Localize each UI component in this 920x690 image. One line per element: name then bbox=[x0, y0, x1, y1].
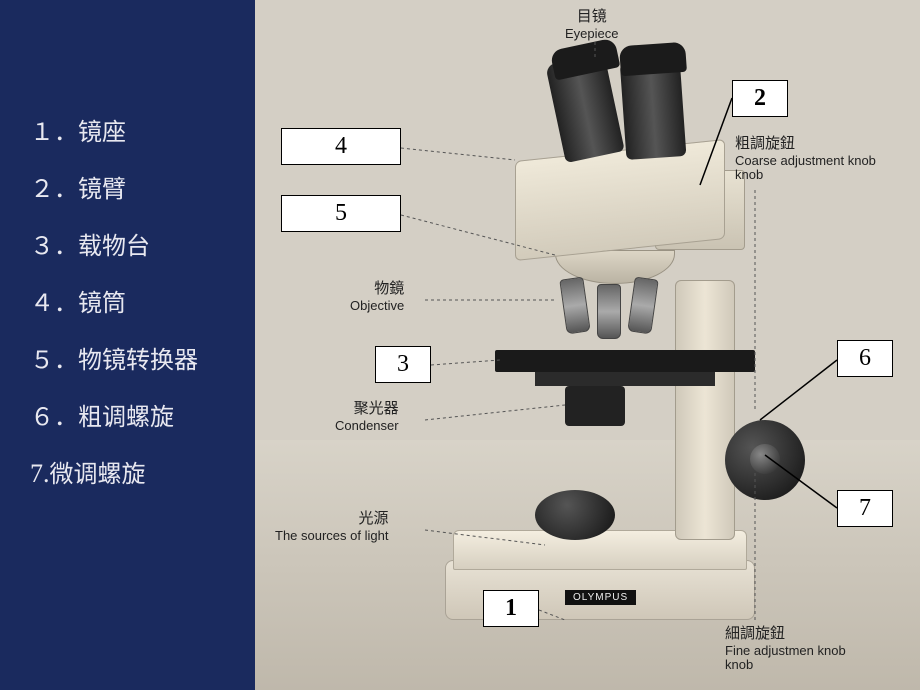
callout-1: 1 bbox=[483, 590, 539, 627]
objective-lens bbox=[597, 284, 621, 339]
light-knob bbox=[535, 490, 615, 540]
label-coarse: 粗調旋鈕 Coarse adjustment knob knob bbox=[735, 135, 876, 182]
legend-item-1: １．镜座 bbox=[30, 112, 198, 147]
brand-plate: OLYMPUS bbox=[565, 590, 636, 605]
fine-knob bbox=[750, 444, 780, 474]
objective-lens bbox=[627, 277, 658, 335]
callout-5: 5 bbox=[281, 195, 401, 232]
label-objective: 物鏡 Objective bbox=[350, 280, 404, 314]
condenser bbox=[565, 386, 625, 426]
callout-2: 2 bbox=[732, 80, 788, 117]
legend-label: 镜座 bbox=[78, 120, 126, 146]
label-eyepiece: 目镜 Eyepiece bbox=[565, 8, 618, 42]
legend-item-6: ６．粗调螺旋 bbox=[30, 397, 198, 432]
eyecup bbox=[619, 42, 687, 77]
stage-sub bbox=[535, 372, 715, 386]
legend-item-3: ３．载物台 bbox=[30, 226, 198, 261]
legend-item-5: ５．物镜转换器 bbox=[30, 340, 198, 375]
legend-item-7: 7.微调螺旋 bbox=[30, 454, 198, 489]
stage bbox=[495, 350, 755, 372]
label-fine: 細調旋鈕 Fine adjustmen knob knob bbox=[725, 625, 846, 672]
objective-lens bbox=[559, 277, 590, 335]
label-condenser: 聚光器 Condenser bbox=[335, 400, 399, 434]
callout-7: 7 bbox=[837, 490, 893, 527]
legend-list: １．镜座 ２．镜臂 ３．载物台 ４．镜筒 ５．物镜转换器 ６．粗调螺旋 7.微调… bbox=[30, 112, 198, 511]
legend-num: １ bbox=[30, 120, 54, 146]
legend-item-4: ４．镜筒 bbox=[30, 283, 198, 318]
arm bbox=[675, 280, 735, 540]
label-light: 光源 The sources of light bbox=[275, 510, 388, 544]
callout-6: 6 bbox=[837, 340, 893, 377]
callout-4: 4 bbox=[281, 128, 401, 165]
eyecup bbox=[550, 37, 621, 80]
microscope: OLYMPUS bbox=[405, 40, 825, 660]
microscope-figure: OLYMPUS 目镜 Eyepiece 粗調旋鈕 Coarse adjustme… bbox=[255, 0, 920, 690]
callout-3: 3 bbox=[375, 346, 431, 383]
legend-item-2: ２．镜臂 bbox=[30, 169, 198, 204]
